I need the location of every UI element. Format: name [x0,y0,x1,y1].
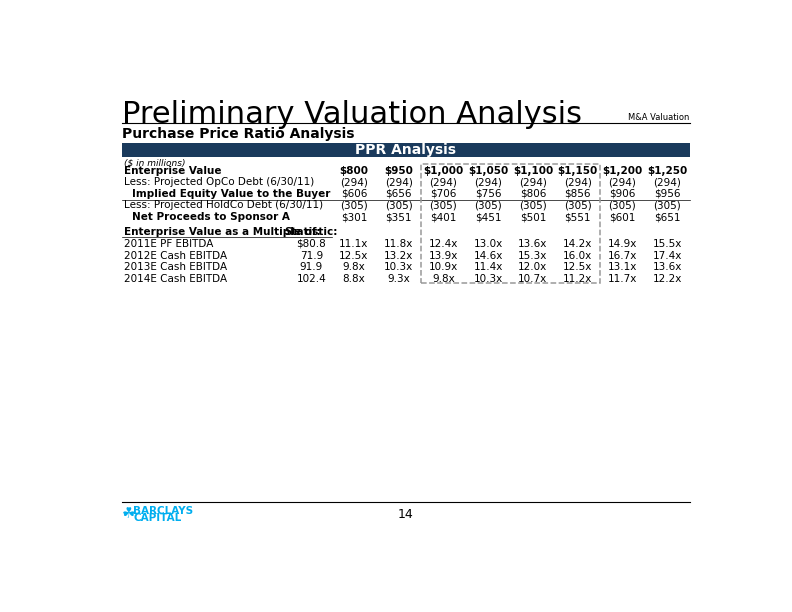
Text: 9.8x: 9.8x [432,274,455,283]
Text: (305): (305) [340,201,367,211]
Text: 12.5x: 12.5x [563,262,592,272]
Text: (305): (305) [608,201,636,211]
Text: 11.2x: 11.2x [563,274,592,283]
Text: (294): (294) [429,177,457,187]
Text: $950: $950 [384,166,413,176]
Text: Enterprise Value: Enterprise Value [124,166,221,176]
Text: (305): (305) [474,201,502,211]
Text: (305): (305) [429,201,457,211]
Text: 10.9x: 10.9x [428,262,458,272]
Text: (305): (305) [519,201,546,211]
Text: 12.5x: 12.5x [339,250,368,261]
Bar [122,143,690,157]
Text: (294): (294) [519,177,546,187]
Text: Preliminary Valuation Analysis: Preliminary Valuation Analysis [122,100,582,129]
Text: $651: $651 [654,212,680,222]
Text: ($ in millions): ($ in millions) [124,158,185,167]
Text: $1,000: $1,000 [423,166,463,176]
Text: 10.3x: 10.3x [474,274,503,283]
Text: 17.4x: 17.4x [653,250,682,261]
Text: 11.1x: 11.1x [339,239,368,249]
Text: Enterprise Value as a Multiple of:: Enterprise Value as a Multiple of: [124,228,321,237]
Text: 14.2x: 14.2x [563,239,592,249]
Text: 15.5x: 15.5x [653,239,682,249]
Text: 9.8x: 9.8x [342,262,365,272]
Text: Implied Equity Value to the Buyer: Implied Equity Value to the Buyer [131,189,330,199]
Text: $301: $301 [341,212,367,222]
Text: $756: $756 [475,189,501,199]
Text: 71.9: 71.9 [299,250,323,261]
Text: CAPITAL: CAPITAL [133,513,181,523]
Text: 2013E Cash EBITDA: 2013E Cash EBITDA [124,262,227,272]
Text: 14: 14 [398,508,413,521]
Text: 13.6x: 13.6x [518,239,547,249]
Text: 9.3x: 9.3x [387,274,410,283]
Text: $1,150: $1,150 [558,166,598,176]
Text: 11.4x: 11.4x [474,262,503,272]
Text: ☘: ☘ [122,506,136,521]
Text: 13.2x: 13.2x [384,250,413,261]
Text: 11.7x: 11.7x [607,274,637,283]
Text: $706: $706 [430,189,456,199]
Bar [421,163,600,283]
Text: $401: $401 [430,212,456,222]
Text: 14.6x: 14.6x [474,250,503,261]
Text: 14.9x: 14.9x [607,239,637,249]
Text: $856: $856 [565,189,591,199]
Text: $956: $956 [654,189,680,199]
Text: 12.0x: 12.0x [518,262,547,272]
Text: 10.3x: 10.3x [384,262,413,272]
Text: (294): (294) [653,177,681,187]
Text: 10.7x: 10.7x [518,274,547,283]
Text: M&A Valuation: M&A Valuation [628,113,690,122]
Text: 16.7x: 16.7x [607,250,637,261]
Text: 12.2x: 12.2x [653,274,682,283]
Text: BARCLAYS: BARCLAYS [133,506,193,516]
Text: 13.9x: 13.9x [428,250,458,261]
Text: $501: $501 [520,212,546,222]
Text: $656: $656 [386,189,412,199]
Text: Less: Projected HoldCo Debt (6/30/11): Less: Projected HoldCo Debt (6/30/11) [124,201,323,211]
Text: $1,250: $1,250 [647,166,687,176]
Text: $1,200: $1,200 [602,166,642,176]
Text: Net Proceeds to Sponsor A: Net Proceeds to Sponsor A [131,212,289,222]
Text: (294): (294) [564,177,592,187]
Text: $606: $606 [341,189,367,199]
Text: Statistic:: Statistic: [284,228,338,237]
Text: (305): (305) [564,201,592,211]
Text: 11.8x: 11.8x [384,239,413,249]
Text: 2011E PF EBITDA: 2011E PF EBITDA [124,239,213,249]
Text: 13.0x: 13.0x [474,239,503,249]
Text: 102.4: 102.4 [296,274,326,283]
Text: $551: $551 [565,212,591,222]
Text: $80.8: $80.8 [296,239,326,249]
Text: $451: $451 [475,212,501,222]
Text: Purchase Price Ratio Analysis: Purchase Price Ratio Analysis [122,127,355,141]
Text: $1,100: $1,100 [512,166,553,176]
Text: (294): (294) [340,177,367,187]
Text: 13.6x: 13.6x [653,262,682,272]
Text: $806: $806 [520,189,546,199]
Text: Less: Projected OpCo Debt (6/30/11): Less: Projected OpCo Debt (6/30/11) [124,177,314,187]
Text: 16.0x: 16.0x [563,250,592,261]
Text: 91.9: 91.9 [299,262,323,272]
Text: 2012E Cash EBITDA: 2012E Cash EBITDA [124,250,227,261]
Text: (294): (294) [474,177,502,187]
Text: $800: $800 [340,166,368,176]
Text: 12.4x: 12.4x [428,239,458,249]
Text: (294): (294) [385,177,413,187]
Text: 2014E Cash EBITDA: 2014E Cash EBITDA [124,274,227,283]
Text: (305): (305) [385,201,413,211]
Text: $1,050: $1,050 [468,166,508,176]
Text: (294): (294) [608,177,636,187]
Text: $601: $601 [609,212,636,222]
Text: 15.3x: 15.3x [518,250,547,261]
Text: (305): (305) [653,201,681,211]
Text: $906: $906 [609,189,636,199]
Text: PPR Analysis: PPR Analysis [356,143,456,157]
Text: 13.1x: 13.1x [607,262,637,272]
Text: 8.8x: 8.8x [342,274,365,283]
Text: $351: $351 [386,212,412,222]
